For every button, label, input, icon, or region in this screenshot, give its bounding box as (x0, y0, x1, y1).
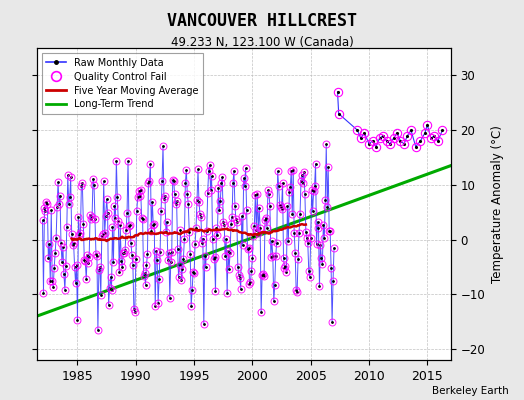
Legend: Raw Monthly Data, Quality Control Fail, Five Year Moving Average, Long-Term Tren: Raw Monthly Data, Quality Control Fail, … (41, 53, 203, 114)
Text: Berkeley Earth: Berkeley Earth (432, 386, 508, 396)
Text: 49.233 N, 123.100 W (Canada): 49.233 N, 123.100 W (Canada) (171, 36, 353, 49)
Y-axis label: Temperature Anomaly (°C): Temperature Anomaly (°C) (490, 125, 504, 283)
Text: VANCOUVER HILLCREST: VANCOUVER HILLCREST (167, 12, 357, 30)
